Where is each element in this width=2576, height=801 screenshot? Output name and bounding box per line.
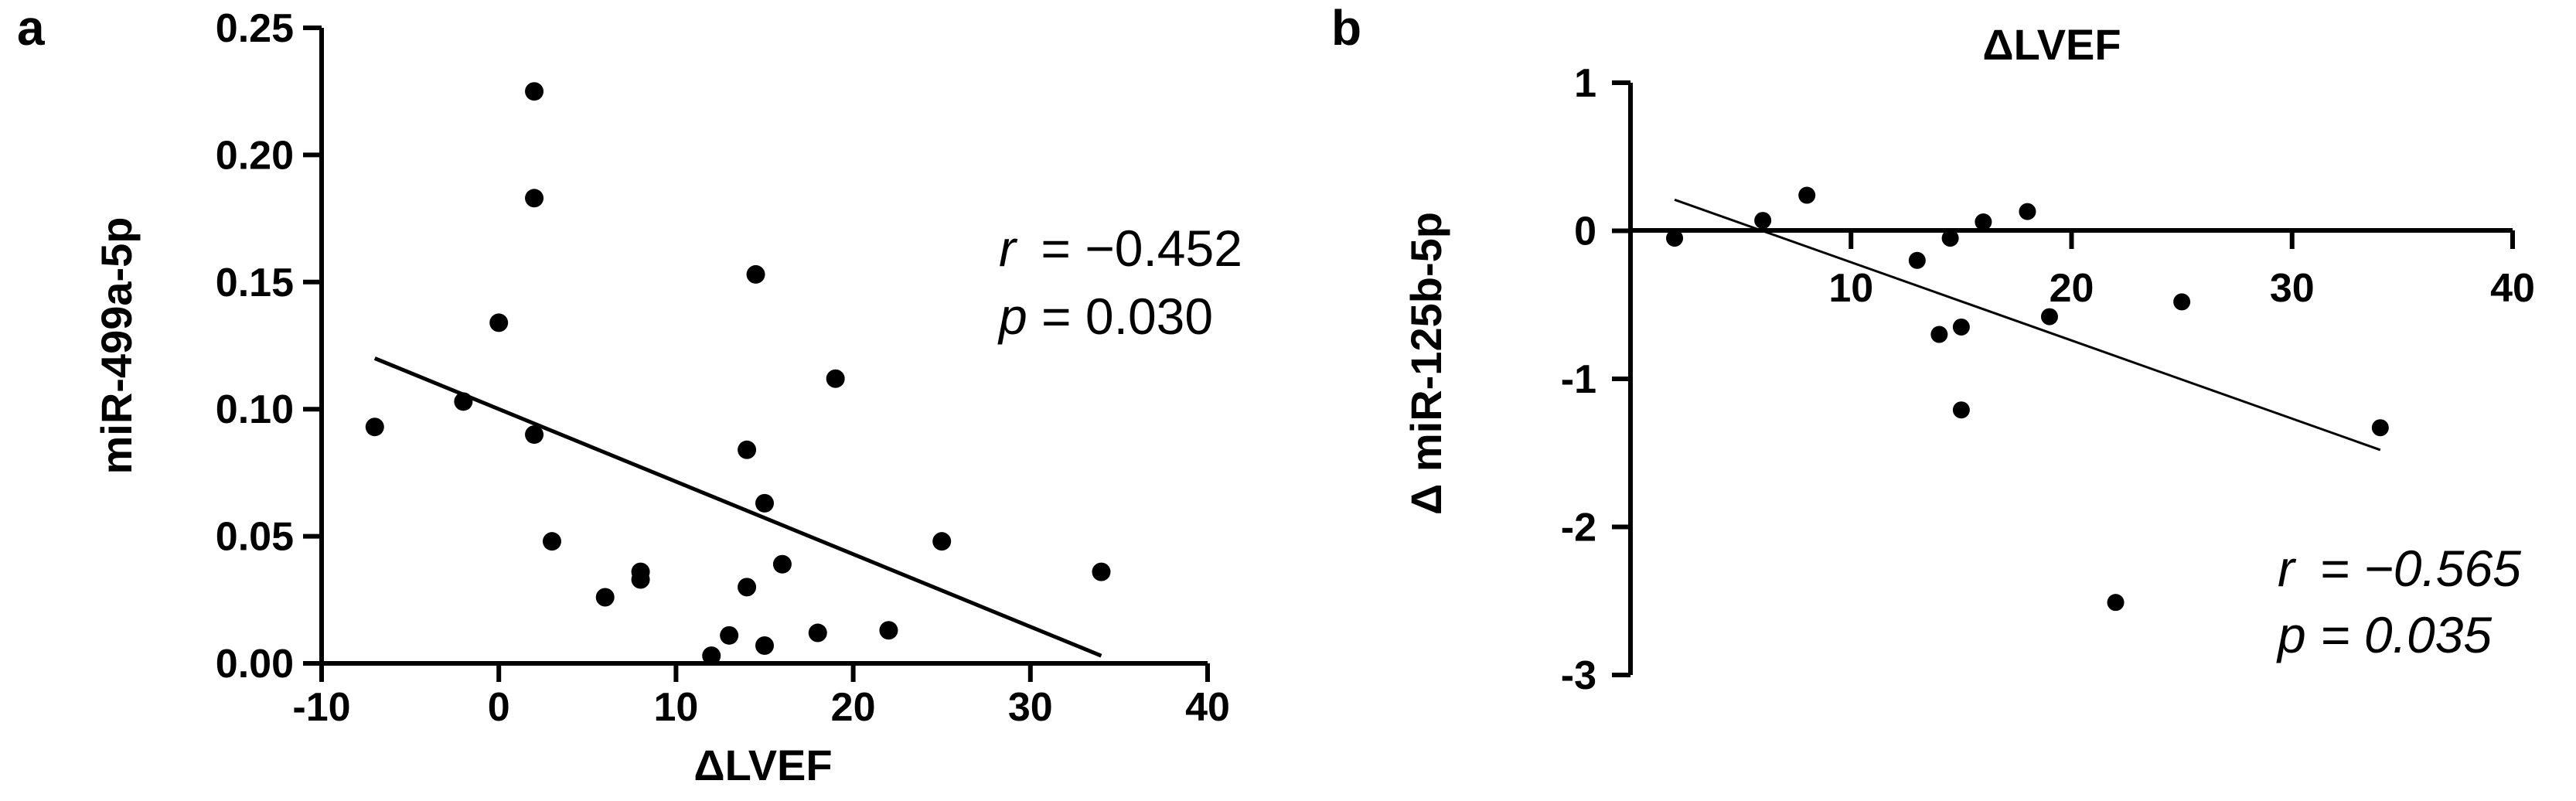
panel-b-fit-line-group bbox=[1674, 198, 2381, 452]
panel-b-title: ΔLVEF bbox=[1982, 20, 2121, 69]
panel-a-fit-line-group bbox=[373, 356, 1102, 658]
panel-a-x-tick-label: 40 bbox=[1185, 685, 1230, 730]
panel-a-x-tick-label: 30 bbox=[1008, 685, 1053, 730]
panel-b-data-point bbox=[2371, 419, 2389, 437]
panel-b-p-label: p bbox=[2276, 606, 2306, 663]
panel-b-x-ticks: 10 20 30 40 bbox=[1828, 230, 2535, 311]
panel-b-y-tick-label: 1 bbox=[1574, 61, 1596, 106]
panel-a-r-value: = −0.452 bbox=[1027, 220, 1242, 277]
panel-a-data-point bbox=[525, 425, 544, 445]
panel-b-y-axis-title: Δ miR-125b-5p bbox=[1402, 212, 1450, 515]
panel-a-fit-line bbox=[373, 356, 1102, 658]
panel-a-data-point bbox=[738, 440, 757, 459]
panel-b-fit-line bbox=[1674, 198, 2381, 452]
panel-b-y-tick-label: -3 bbox=[1561, 653, 1596, 698]
panel-b-data-point bbox=[1930, 326, 1948, 343]
panel-b: b ΔLVEF 10-1-2-3 10 20 30 40 Δ miR-125b-5p … bbox=[1331, 0, 2535, 698]
panel-a: a 0.000.050.100.150.200.25 -10 0 10 20 30 40 … bbox=[17, 0, 1242, 789]
panel-a-data-point bbox=[595, 588, 615, 607]
panel-a-data-point bbox=[720, 625, 739, 645]
panel-a-x-tick-label: 10 bbox=[653, 685, 698, 730]
panel-b-data-point bbox=[2173, 293, 2191, 311]
panel-a-data-point bbox=[1092, 562, 1111, 581]
panel-b-data-point bbox=[2107, 594, 2125, 612]
panel-b-data-point bbox=[1952, 318, 1970, 336]
panel-a-y-tick-label: 0.05 bbox=[216, 515, 294, 560]
panel-a-data-point bbox=[702, 646, 721, 666]
panel-b-r-label: r bbox=[2278, 540, 2297, 597]
panel-b-x-tick-label: 20 bbox=[2050, 266, 2094, 311]
panel-b-data-point bbox=[1952, 401, 1970, 419]
panel-b-y-ticks: 1 0 -1 -2 -3 bbox=[1561, 61, 1630, 698]
panel-b-x-tick-label: 10 bbox=[1828, 266, 1873, 311]
panel-a-data-point bbox=[631, 570, 650, 589]
panel-b-data-point bbox=[1908, 251, 1926, 269]
panel-a-data-point bbox=[755, 493, 774, 513]
panel-a-y-tick-label: 0.15 bbox=[216, 261, 294, 305]
panel-b-y-tick-label: -1 bbox=[1561, 357, 1596, 402]
panel-a-points bbox=[365, 82, 1111, 666]
panel-a-x-tick-label: 0 bbox=[488, 685, 510, 730]
panel-b-r-stat: r = −0.565 bbox=[2278, 540, 2521, 597]
panel-a-y-tick-label: 0.25 bbox=[216, 6, 294, 51]
panel-a-data-point bbox=[365, 418, 384, 437]
panel-b-y-tick-label: -2 bbox=[1561, 506, 1596, 550]
panel-b-data-point bbox=[1941, 230, 1959, 247]
panel-b-points bbox=[1666, 186, 2389, 612]
panel-b-y-tick-label: 0 bbox=[1574, 210, 1596, 254]
panel-a-data-point bbox=[772, 554, 792, 574]
panel-a-y-ticks: 0.00 0.05 0.10 0.15 0.20 0.25 bbox=[216, 6, 322, 687]
panel-a-data-point bbox=[525, 82, 544, 101]
panel-b-data-point bbox=[2040, 308, 2058, 326]
panel-b-data-point bbox=[1754, 212, 1772, 230]
panel-a-data-point bbox=[542, 532, 561, 551]
panel-b-x-tick-label: 30 bbox=[2270, 266, 2315, 311]
panel-a-data-point bbox=[746, 264, 765, 284]
panel-a-y-tick-label: 0.10 bbox=[216, 387, 294, 432]
panel-a-data-point bbox=[932, 532, 952, 551]
panel-a-data-point bbox=[755, 636, 774, 655]
panel-a-p-stat: p = 0.030 bbox=[997, 288, 1213, 345]
panel-a-y-tick-label: 0.00 bbox=[216, 642, 294, 687]
panel-b-letter: b bbox=[1331, 0, 1361, 56]
panel-a-data-point bbox=[826, 369, 845, 388]
panel-a-letter: a bbox=[17, 0, 45, 56]
panel-b-data-point bbox=[1975, 213, 1992, 231]
panel-b-x-tick-label: 40 bbox=[2490, 266, 2535, 311]
panel-a-data-point bbox=[808, 623, 827, 643]
panel-b-data-point bbox=[1666, 230, 1684, 247]
panel-b-data-point bbox=[2019, 203, 2036, 220]
panel-a-p-label: p bbox=[997, 288, 1027, 345]
panel-a-data-point bbox=[879, 621, 898, 640]
panel-a-x-tick-label: -10 bbox=[292, 685, 350, 730]
panel-a-data-point bbox=[738, 578, 757, 597]
panel-b-p-value: = 0.035 bbox=[2306, 606, 2493, 663]
panel-b-r-value: = −0.565 bbox=[2305, 540, 2521, 597]
panel-a-data-point bbox=[454, 392, 473, 411]
panel-a-x-axis-title: ΔLVEF bbox=[693, 741, 832, 789]
panel-b-data-point bbox=[1798, 186, 1816, 204]
panel-a-r-label: r bbox=[999, 220, 1018, 277]
panel-a-data-point bbox=[525, 189, 544, 208]
panel-a-x-tick-label: 20 bbox=[831, 685, 876, 730]
panel-a-x-ticks: -10 0 10 20 30 40 bbox=[292, 663, 1230, 730]
panel-a-y-axis-title: miR-499a-5p bbox=[92, 216, 141, 474]
panel-a-y-tick-label: 0.20 bbox=[216, 133, 294, 178]
panel-a-data-point bbox=[489, 313, 509, 332]
panel-a-p-value: = 0.030 bbox=[1027, 288, 1213, 345]
panel-b-p-stat: p = 0.035 bbox=[2276, 606, 2492, 663]
panel-a-r-stat: r = −0.452 bbox=[999, 220, 1242, 277]
